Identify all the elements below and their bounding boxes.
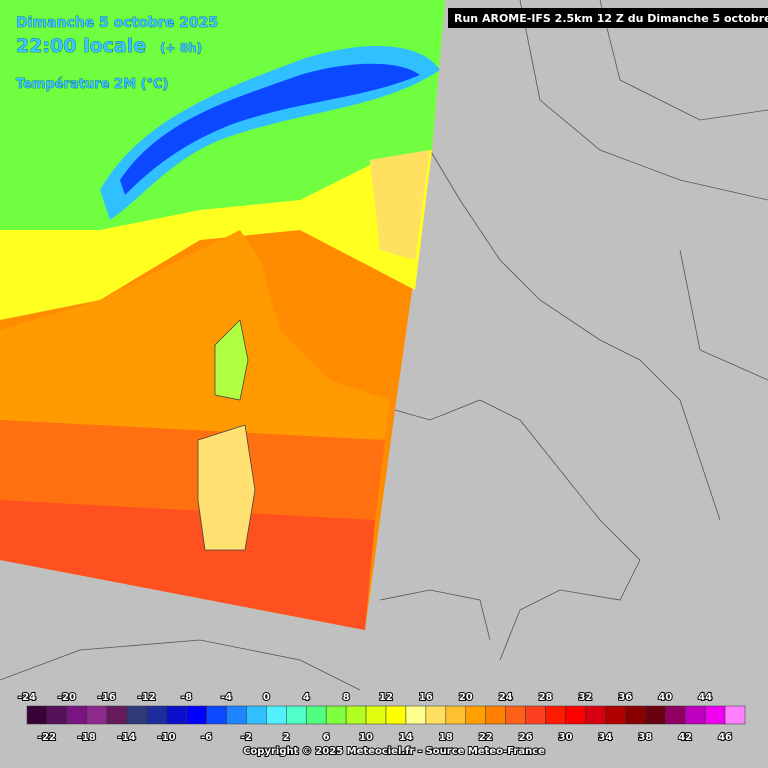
- legend-swatch: [206, 705, 227, 725]
- legend-label: 34: [598, 732, 612, 743]
- legend-swatch: [226, 705, 247, 725]
- coastline: [394, 399, 641, 661]
- sardinia: [197, 424, 256, 551]
- parameter: Température 2M (°C): [16, 77, 168, 92]
- time: 22:00 locale: [16, 35, 146, 57]
- legend-swatch: [425, 705, 447, 725]
- legend-swatch: [565, 705, 586, 725]
- border: [519, 0, 768, 381]
- legend-label: -8: [181, 692, 192, 703]
- coastline: [0, 639, 361, 691]
- legend-swatch: [664, 705, 686, 725]
- field-sea-warm: [0, 420, 385, 520]
- legend-label: 0: [263, 692, 270, 703]
- legend: -24-22-20-18-16-14-12-10-8-6-4-202468101…: [17, 691, 746, 744]
- legend-label: 46: [718, 732, 732, 743]
- field-sea: [0, 230, 390, 440]
- legend-label: -14: [118, 732, 136, 743]
- legend-label: 10: [359, 732, 373, 743]
- legend-label: -20: [58, 692, 76, 703]
- legend-label: -10: [158, 732, 176, 743]
- legend-swatch: [26, 705, 48, 725]
- legend-swatch: [625, 705, 646, 725]
- legend-label: 8: [343, 692, 350, 703]
- borders: [0, 0, 768, 691]
- legend-label: 38: [638, 732, 652, 743]
- legend-swatch: [445, 705, 467, 725]
- legend-label: 30: [559, 732, 573, 743]
- legend-label: 32: [578, 692, 592, 703]
- legend-label: -24: [18, 692, 36, 703]
- run-banner: [448, 8, 768, 28]
- field-sea-hot: [0, 500, 375, 630]
- legend-swatch: [186, 705, 207, 725]
- legend-label: 26: [519, 732, 533, 743]
- legend-label: -4: [221, 692, 232, 703]
- legend-label: -16: [98, 692, 116, 703]
- legend-swatch: [86, 705, 108, 725]
- legend-swatch: [146, 705, 167, 725]
- legend-label: 16: [419, 692, 433, 703]
- coastline: [379, 589, 491, 641]
- legend-label: 44: [698, 692, 712, 703]
- legend-label: -22: [38, 732, 56, 743]
- legend-label: 36: [618, 692, 632, 703]
- legend-swatch: [66, 705, 88, 725]
- legend-swatch: [525, 705, 546, 725]
- legend-label: 6: [323, 732, 330, 743]
- legend-swatch: [286, 705, 307, 725]
- legend-label: 2: [283, 732, 290, 743]
- corsica: [214, 319, 249, 401]
- legend-label: 20: [459, 692, 473, 703]
- legend-swatch: [545, 705, 566, 725]
- alps-high: [120, 63, 420, 195]
- legend-label: -2: [241, 732, 252, 743]
- legend-label: 24: [499, 692, 513, 703]
- legend-swatch: [126, 705, 147, 725]
- date: Dimanche 5 octobre 2025: [16, 15, 218, 31]
- run-info: Run AROME-IFS 2.5km 12 Z du Dimanche 5 o…: [454, 12, 768, 25]
- offset: (+ 8h): [160, 41, 202, 55]
- legend-swatch: [46, 705, 68, 725]
- legend-swatch: [266, 705, 287, 725]
- adriatic: [370, 150, 430, 260]
- legend-label: 18: [439, 732, 453, 743]
- legend-swatch: [605, 705, 626, 725]
- coastline: [429, 149, 721, 521]
- legend-swatch: [365, 705, 387, 725]
- legend-swatch: [704, 705, 726, 725]
- legend-label: 14: [399, 732, 413, 743]
- legend-label: 42: [678, 732, 692, 743]
- legend-swatch: [465, 705, 486, 725]
- legend-swatch: [684, 705, 706, 725]
- legend-label: 22: [479, 732, 493, 743]
- legend-swatch: [585, 705, 606, 725]
- legend-swatch: [485, 705, 506, 725]
- legend-swatch: [724, 705, 746, 725]
- legend-label: 28: [539, 692, 553, 703]
- legend-label: -6: [201, 732, 212, 743]
- legend-swatch: [385, 705, 407, 725]
- legend-swatch: [405, 705, 427, 725]
- legend-swatch: [505, 705, 526, 725]
- legend-swatch: [166, 705, 187, 725]
- legend-label: 40: [658, 692, 672, 703]
- copyright: Copyright © 2025 Meteociel.fr - Source M…: [243, 746, 545, 757]
- legend-label: -12: [138, 692, 156, 703]
- legend-swatch: [305, 705, 327, 725]
- legend-swatch: [345, 705, 367, 725]
- legend-label: 4: [303, 692, 310, 703]
- legend-swatch: [645, 705, 666, 725]
- temperature-field: [0, 0, 445, 630]
- legend-swatch: [325, 705, 347, 725]
- legend-swatch: [246, 705, 267, 725]
- legend-label: 12: [379, 692, 393, 703]
- legend-swatch: [106, 705, 127, 725]
- legend-label: -18: [78, 732, 96, 743]
